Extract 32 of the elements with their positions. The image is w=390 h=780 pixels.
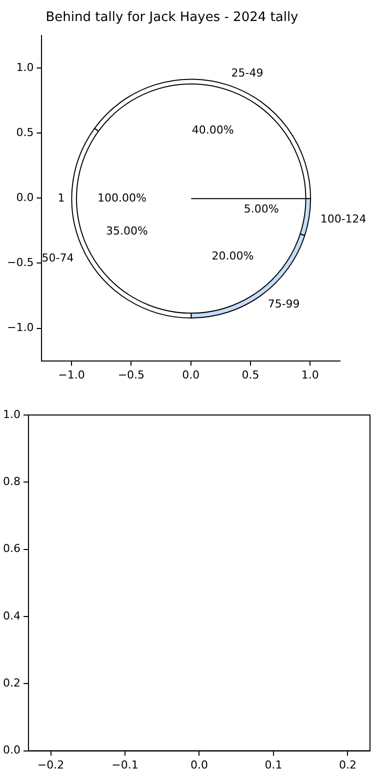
chart-title: Behind tally for Jack Hayes - 2024 tally — [46, 10, 299, 26]
category-label: 50-74 — [42, 251, 74, 264]
y-tick-label: 1.0 — [2, 408, 20, 421]
text: 20.00% — [212, 250, 254, 263]
category-label: 100-124 — [320, 212, 366, 226]
y-tick-label: 1.0 — [16, 60, 34, 74]
y-tick-label: 0.0 — [16, 191, 34, 204]
category-label: 1 — [58, 192, 65, 205]
text: 100.00% — [98, 192, 146, 205]
y-tick-label: 0.4 — [2, 609, 20, 622]
category-label: 75-99 — [268, 298, 300, 311]
y-tick-label: 0.2 — [2, 676, 20, 690]
y-tick-label: 0.6 — [2, 542, 20, 556]
y-tick-label: −0.5 — [6, 256, 34, 270]
x-tick-label: −0.2 — [37, 758, 64, 772]
x-tick-label: 0.0 — [190, 758, 208, 772]
y-tick-label: 0.0 — [2, 744, 20, 757]
y-tick-label: 0.5 — [16, 126, 34, 140]
x-tick-label: −0.5 — [118, 368, 145, 382]
x-tick-label: 0.5 — [242, 368, 260, 382]
category-label: 25-49 — [231, 66, 264, 80]
x-tick-label: 0.2 — [338, 758, 356, 772]
x-tick-label: 0.0 — [182, 368, 200, 382]
x-tick-label: −1.0 — [58, 368, 85, 382]
x-tick-label: 1.0 — [301, 368, 319, 382]
x-tick-label: 0.1 — [264, 758, 282, 772]
y-tick-label: −1.0 — [6, 321, 34, 334]
y-tick-label: 0.8 — [2, 475, 20, 488]
text: 40.00% — [192, 124, 234, 136]
text: 5.00% — [244, 202, 279, 216]
text: 35.00% — [106, 224, 148, 238]
x-tick-label: −0.1 — [112, 758, 138, 772]
